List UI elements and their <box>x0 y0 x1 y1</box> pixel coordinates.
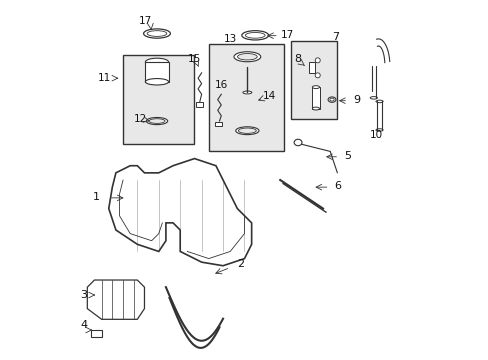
Text: 17: 17 <box>138 16 151 26</box>
Text: 7: 7 <box>331 32 339 42</box>
Ellipse shape <box>369 96 377 99</box>
Ellipse shape <box>235 127 259 135</box>
Bar <box>312 87 319 109</box>
Bar <box>290 41 337 119</box>
Bar <box>308 62 315 73</box>
Bar <box>123 55 194 144</box>
Text: 13: 13 <box>223 34 236 44</box>
Text: 5: 5 <box>344 151 351 161</box>
Text: 11: 11 <box>98 73 111 83</box>
Ellipse shape <box>149 119 164 123</box>
Text: 9: 9 <box>352 95 360 105</box>
Ellipse shape <box>242 31 268 40</box>
Text: 14: 14 <box>263 91 276 101</box>
Ellipse shape <box>243 91 251 94</box>
Ellipse shape <box>312 86 319 89</box>
Ellipse shape <box>238 128 256 134</box>
Ellipse shape <box>143 29 170 38</box>
Text: 16: 16 <box>214 80 227 90</box>
Text: 4: 4 <box>80 320 87 330</box>
Ellipse shape <box>245 32 264 38</box>
Bar <box>195 102 203 107</box>
Circle shape <box>315 73 320 78</box>
Ellipse shape <box>237 54 257 60</box>
Ellipse shape <box>145 78 168 85</box>
Text: 3: 3 <box>80 290 87 300</box>
Polygon shape <box>87 280 144 319</box>
Text: 15: 15 <box>187 54 201 64</box>
Ellipse shape <box>233 52 260 62</box>
Ellipse shape <box>375 100 382 103</box>
Text: 10: 10 <box>369 130 383 140</box>
Text: 17: 17 <box>280 30 293 40</box>
Ellipse shape <box>375 129 382 131</box>
Text: 12: 12 <box>133 114 146 124</box>
Text: 1: 1 <box>93 192 100 202</box>
Circle shape <box>315 58 320 63</box>
Bar <box>145 62 168 82</box>
Ellipse shape <box>146 117 167 125</box>
Ellipse shape <box>327 97 335 102</box>
Bar <box>208 44 283 152</box>
Bar <box>91 330 102 337</box>
Ellipse shape <box>329 98 333 101</box>
Polygon shape <box>108 158 251 266</box>
Text: 2: 2 <box>237 259 244 269</box>
Ellipse shape <box>147 31 166 36</box>
Text: 8: 8 <box>293 54 300 64</box>
Bar <box>215 122 222 126</box>
Text: 6: 6 <box>334 181 341 192</box>
Ellipse shape <box>312 107 319 110</box>
Ellipse shape <box>145 58 168 66</box>
Ellipse shape <box>294 139 302 146</box>
